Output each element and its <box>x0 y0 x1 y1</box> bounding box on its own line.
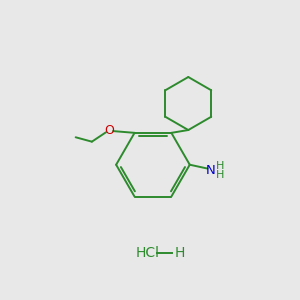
Text: H: H <box>174 246 184 260</box>
Text: H: H <box>216 170 224 180</box>
Text: O: O <box>105 124 115 137</box>
Text: H: H <box>216 161 224 171</box>
Text: N: N <box>206 164 216 176</box>
Text: HCl: HCl <box>135 246 159 260</box>
